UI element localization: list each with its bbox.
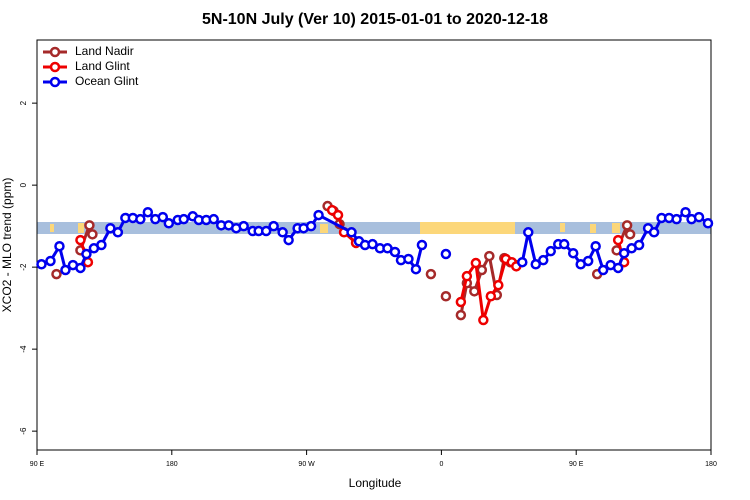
data-point <box>478 314 489 326</box>
band-land <box>78 223 84 233</box>
data-point <box>567 247 579 259</box>
data-point <box>702 218 714 229</box>
data-point <box>238 220 249 232</box>
band-land <box>320 224 328 233</box>
legend-label: Land Glint <box>75 59 130 73</box>
data-point <box>590 240 601 252</box>
data-point <box>537 254 549 266</box>
data-point <box>618 247 630 259</box>
legend-marker <box>49 46 61 58</box>
y-tick-label: 2 <box>19 100 28 105</box>
legend-label: Land Nadir <box>75 44 134 58</box>
data-point <box>283 234 294 246</box>
data-point <box>461 270 473 282</box>
data-point <box>403 253 414 265</box>
x-tick-label: 0 <box>439 461 443 468</box>
y-tick-label: -4 <box>19 345 28 353</box>
legend-marker <box>49 61 61 73</box>
band-land <box>50 224 54 232</box>
x-tick-label: 90 E <box>30 461 45 468</box>
data-point <box>367 238 378 250</box>
data-point <box>469 286 480 297</box>
data-point <box>680 206 691 218</box>
band-land <box>612 223 620 233</box>
y-axis-label: XCO2 - MLO trend (ppm) <box>0 178 14 313</box>
band-land <box>560 223 565 232</box>
band-land <box>420 222 515 234</box>
data-point <box>621 220 633 231</box>
data-point <box>470 257 482 269</box>
data-point <box>597 264 609 276</box>
data-point <box>332 209 344 221</box>
data-point <box>440 291 452 302</box>
data-point <box>517 256 528 268</box>
data-point <box>612 262 624 274</box>
plot-frame <box>36 39 712 451</box>
data-point <box>60 264 71 276</box>
data-point <box>545 245 556 257</box>
data-point <box>54 240 65 252</box>
x-axis-label: Longitude <box>349 476 402 490</box>
data-point <box>277 227 288 238</box>
data-point <box>558 238 570 250</box>
data-point <box>36 259 47 270</box>
data-point <box>81 248 92 260</box>
y-tick-label: 0 <box>19 182 28 187</box>
data-point <box>346 227 357 238</box>
data-point <box>51 268 62 280</box>
x-tick-label: 180 <box>705 461 717 468</box>
data-point <box>313 209 324 221</box>
x-tick-label: 90 E <box>569 461 584 468</box>
data-point <box>530 259 542 270</box>
data-point <box>75 262 86 274</box>
data-point <box>455 296 467 308</box>
data-point <box>260 225 272 237</box>
data-point <box>142 206 154 218</box>
data-point <box>455 309 467 321</box>
data-point <box>178 213 190 225</box>
data-point <box>582 255 594 267</box>
data-point <box>476 264 488 276</box>
chart-title: 5N-10N July (Ver 10) 2015-01-01 to 2020-… <box>202 11 548 28</box>
data-point <box>440 248 452 260</box>
data-point <box>484 250 495 262</box>
x-tick-label: 180 <box>166 461 178 468</box>
data-point <box>157 211 169 223</box>
data-point <box>416 239 428 251</box>
data-point <box>425 268 437 280</box>
data-point <box>84 220 95 231</box>
legend-label: Ocean Glint <box>75 74 139 88</box>
band-land <box>590 224 596 233</box>
data-point <box>612 234 624 246</box>
data-point <box>268 220 279 232</box>
data-point <box>208 213 219 225</box>
data-point <box>624 229 636 240</box>
data-point <box>671 213 682 225</box>
data-point <box>410 263 422 275</box>
data-point <box>389 246 401 258</box>
x-tick-label: 90 W <box>298 461 315 468</box>
data-point <box>135 213 146 225</box>
data-point <box>648 227 660 238</box>
data-point <box>693 211 705 223</box>
data-point <box>112 227 124 238</box>
data-point <box>485 291 497 302</box>
data-point <box>87 229 98 240</box>
data-point <box>633 239 645 251</box>
y-tick-label: -6 <box>19 427 28 435</box>
data-point <box>45 255 56 267</box>
legend-marker <box>49 76 61 88</box>
data-point <box>493 279 504 291</box>
data-point <box>163 218 175 229</box>
y-tick-label: -2 <box>19 263 28 271</box>
data-point <box>105 222 116 234</box>
data-point <box>96 239 107 251</box>
data-point <box>305 220 317 232</box>
data-point <box>75 234 86 246</box>
data-point <box>523 227 534 238</box>
